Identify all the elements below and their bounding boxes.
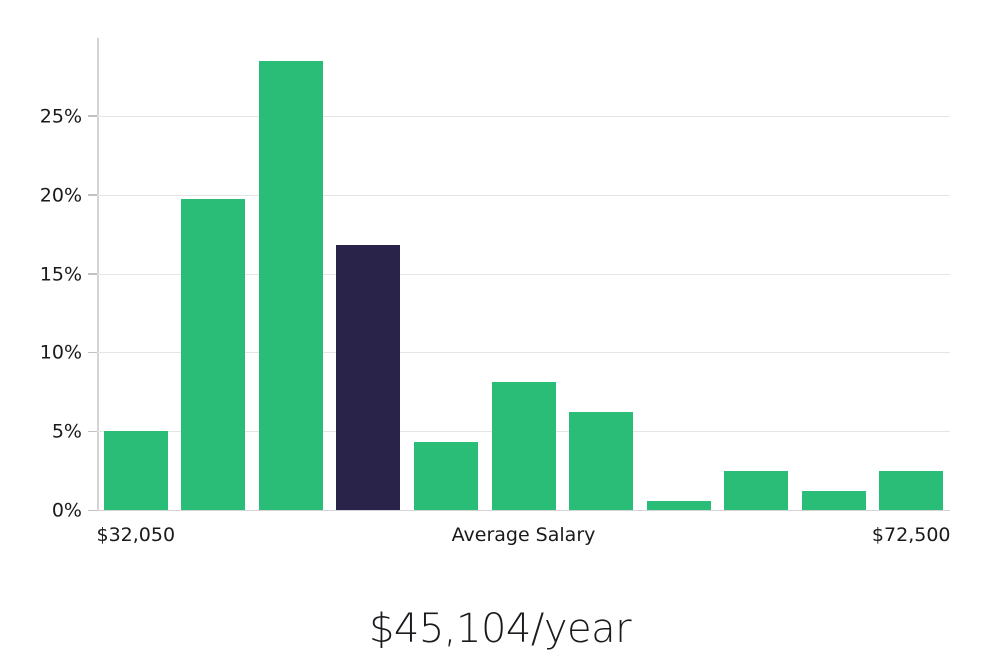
bar <box>181 199 246 510</box>
bar <box>103 431 168 510</box>
bar <box>569 412 634 510</box>
bar <box>879 470 944 510</box>
y-tick-mark-25 <box>88 115 97 117</box>
gridline-10 <box>97 352 950 354</box>
plot-area <box>97 38 950 511</box>
y-axis-line <box>97 38 99 511</box>
bar <box>491 382 556 510</box>
x-tick-label-1: Average Salary <box>451 524 596 546</box>
bar <box>724 470 789 510</box>
x-tick-label-0: $32,050 <box>96 524 176 546</box>
y-tick-mark-0 <box>88 509 97 511</box>
y-tick-mark-15 <box>88 273 97 275</box>
x-axis-line <box>97 509 950 511</box>
x-axis-tick-labels: $32,050 Average Salary $72,500 <box>96 524 951 554</box>
bar <box>801 491 866 510</box>
bar-highlight-average <box>336 245 401 510</box>
bar <box>258 60 323 510</box>
bar <box>646 500 711 510</box>
y-axis-tick-marks <box>88 38 97 511</box>
y-tick-mark-5 <box>88 430 97 433</box>
gridline-20 <box>97 194 950 196</box>
y-tick-mark-10 <box>88 351 97 354</box>
gridline-15 <box>97 273 950 275</box>
y-tick-label-0: 0% <box>51 499 82 522</box>
y-tick-mark-20 <box>88 194 97 196</box>
y-tick-label-5: 5% <box>51 420 82 443</box>
x-tick-label-2: $72,500 <box>871 524 951 546</box>
y-tick-label-10: 10% <box>39 341 82 364</box>
average-salary-title: $45,104/year <box>368 606 632 652</box>
y-tick-label-15: 15% <box>39 263 82 285</box>
y-axis-tick-labels: 0% 5% 10% 15% 20% 25% <box>0 38 82 520</box>
gridline-25 <box>97 115 950 117</box>
y-tick-label-20: 20% <box>39 184 82 207</box>
y-tick-label-25: 25% <box>39 105 82 128</box>
bar <box>413 442 478 510</box>
